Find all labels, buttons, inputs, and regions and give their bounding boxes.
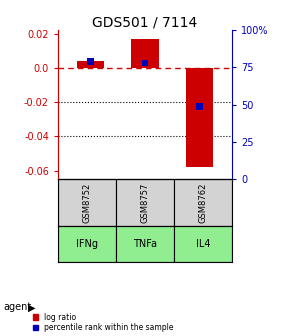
Bar bbox=[116, 179, 174, 226]
Text: GSM8752: GSM8752 bbox=[82, 182, 92, 223]
Text: IFNg: IFNg bbox=[76, 239, 98, 249]
Bar bbox=[77, 61, 104, 68]
Bar bbox=[58, 226, 116, 262]
Text: ▶: ▶ bbox=[28, 302, 35, 312]
Text: agent: agent bbox=[3, 302, 31, 312]
Bar bbox=[174, 179, 232, 226]
Bar bbox=[87, 58, 94, 65]
Bar bbox=[58, 179, 116, 226]
Bar bbox=[131, 39, 159, 68]
Title: GDS501 / 7114: GDS501 / 7114 bbox=[93, 15, 197, 29]
Bar bbox=[142, 60, 148, 66]
Text: GSM8757: GSM8757 bbox=[140, 182, 150, 223]
Text: GSM8762: GSM8762 bbox=[198, 182, 208, 223]
Bar bbox=[116, 226, 174, 262]
Text: TNFa: TNFa bbox=[133, 239, 157, 249]
Bar bbox=[196, 103, 203, 110]
Bar bbox=[174, 226, 232, 262]
Text: IL4: IL4 bbox=[196, 239, 210, 249]
Legend: log ratio, percentile rank within the sample: log ratio, percentile rank within the sa… bbox=[33, 313, 174, 332]
Bar bbox=[186, 68, 213, 167]
